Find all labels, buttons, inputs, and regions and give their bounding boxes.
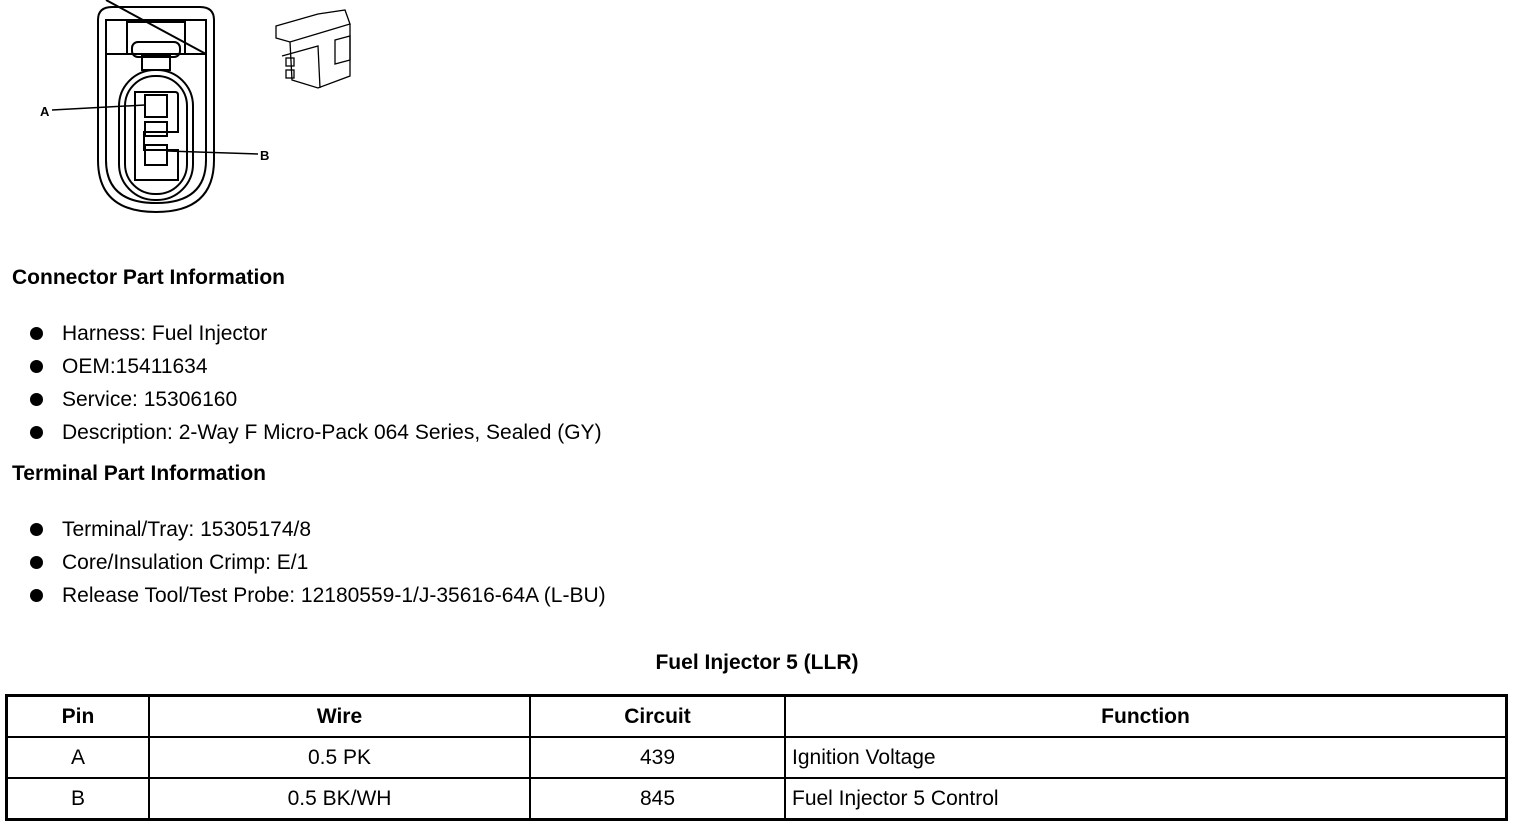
cell-function: Fuel Injector 5 Control [784,777,1508,821]
list-item: Release Tool/Test Probe: 12180559-1/J-35… [30,579,606,612]
bullet-icon [30,426,43,439]
column-header-circuit: Circuit [529,694,786,738]
table-title: Fuel Injector 5 (LLR) [655,651,859,674]
cell-pin: B [5,777,150,821]
cell-wire: 0.5 PK [148,736,531,779]
column-header-pin: Pin [5,694,150,738]
table-row: B 0.5 BK/WH 845 Fuel Injector 5 Control [5,777,1508,821]
bullet-icon [30,393,43,406]
bullet-icon [30,589,43,602]
pin-label-a: A [40,104,50,119]
connector-info-heading: Connector Part Information [12,266,286,289]
table-row: A 0.5 PK 439 Ignition Voltage [5,736,1508,779]
list-item: Terminal/Tray: 15305174/8 [30,513,606,546]
bullet-icon [30,327,43,340]
cell-circuit: 845 [529,777,786,821]
table-header-row: Pin Wire Circuit Function [5,694,1508,738]
list-item: Service: 15306160 [30,383,602,416]
bullet-icon [30,360,43,373]
connector-3d-icon [275,9,351,89]
bullet-icon [30,523,43,536]
pin-label-b: B [260,148,269,163]
pinout-table: Pin Wire Circuit Function A 0.5 PK 439 I… [5,694,1508,821]
list-item: Core/Insulation Crimp: E/1 [30,546,606,579]
cell-function: Ignition Voltage [784,736,1508,779]
terminal-info-heading: Terminal Part Information [12,462,266,485]
cell-pin: A [5,736,150,779]
column-header-wire: Wire [148,694,531,738]
cell-circuit: 439 [529,736,786,779]
list-item: Harness: Fuel Injector [30,317,602,350]
column-header-function: Function [784,694,1508,738]
terminal-info-list: Terminal/Tray: 15305174/8 Core/Insulatio… [30,513,606,612]
connector-info-list: Harness: Fuel Injector OEM:15411634 Serv… [30,317,602,449]
list-item: Description: 2-Way F Micro-Pack 064 Seri… [30,416,602,449]
cell-wire: 0.5 BK/WH [148,777,531,821]
bullet-icon [30,556,43,569]
list-item: OEM:15411634 [30,350,602,383]
connector-face-diagram: A B [40,0,351,214]
